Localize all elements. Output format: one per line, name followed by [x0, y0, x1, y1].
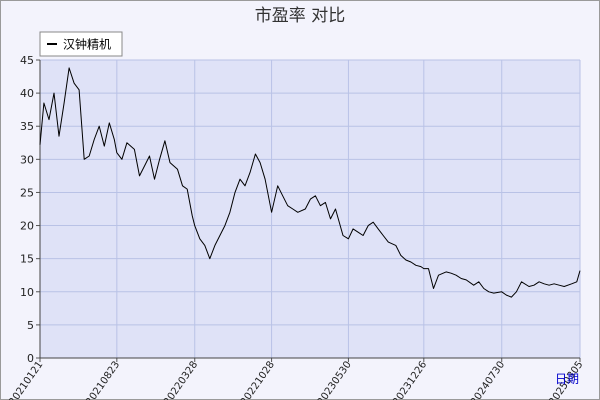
y-tick-label: 35 — [20, 120, 34, 133]
x-tick-label: 20221028 — [239, 359, 277, 400]
series-group — [39, 67, 581, 298]
y-tick-label: 5 — [27, 319, 34, 332]
plot-area — [40, 60, 580, 358]
y-tick-label: 20 — [20, 220, 34, 233]
y-tick-label: 40 — [20, 87, 34, 100]
x-tick-label: 20210121 — [7, 359, 45, 400]
y-tick-label: 10 — [20, 286, 34, 299]
x-tick-label: 20210823 — [84, 359, 122, 400]
x-axis: 20210121 20210823 20220328 20221028 20230530… — [7, 357, 585, 400]
legend: 汉钟精机 — [39, 31, 123, 57]
y-tick-label: 25 — [20, 186, 34, 199]
y-tick-label: 15 — [20, 253, 34, 266]
legend-label: 汉钟精机 — [63, 37, 111, 52]
x-tick-label: 20230530 — [316, 359, 354, 400]
x-tick-label: 20231226 — [391, 359, 429, 400]
x-tick-label: 20220328 — [162, 359, 200, 400]
x-tick-label: 20240730 — [469, 359, 507, 400]
y-tick-label: 45 — [20, 54, 34, 67]
x-axis-label: 日期 — [555, 372, 579, 386]
chart-title: 市盈率 对比 — [255, 6, 345, 26]
y-axis: 0 5 10 15 20 25 30 35 40 45 — [20, 54, 41, 365]
series-line-hanzhong — [39, 67, 581, 298]
y-tick-label: 30 — [20, 153, 34, 166]
y-tick-label: 0 — [27, 352, 34, 365]
